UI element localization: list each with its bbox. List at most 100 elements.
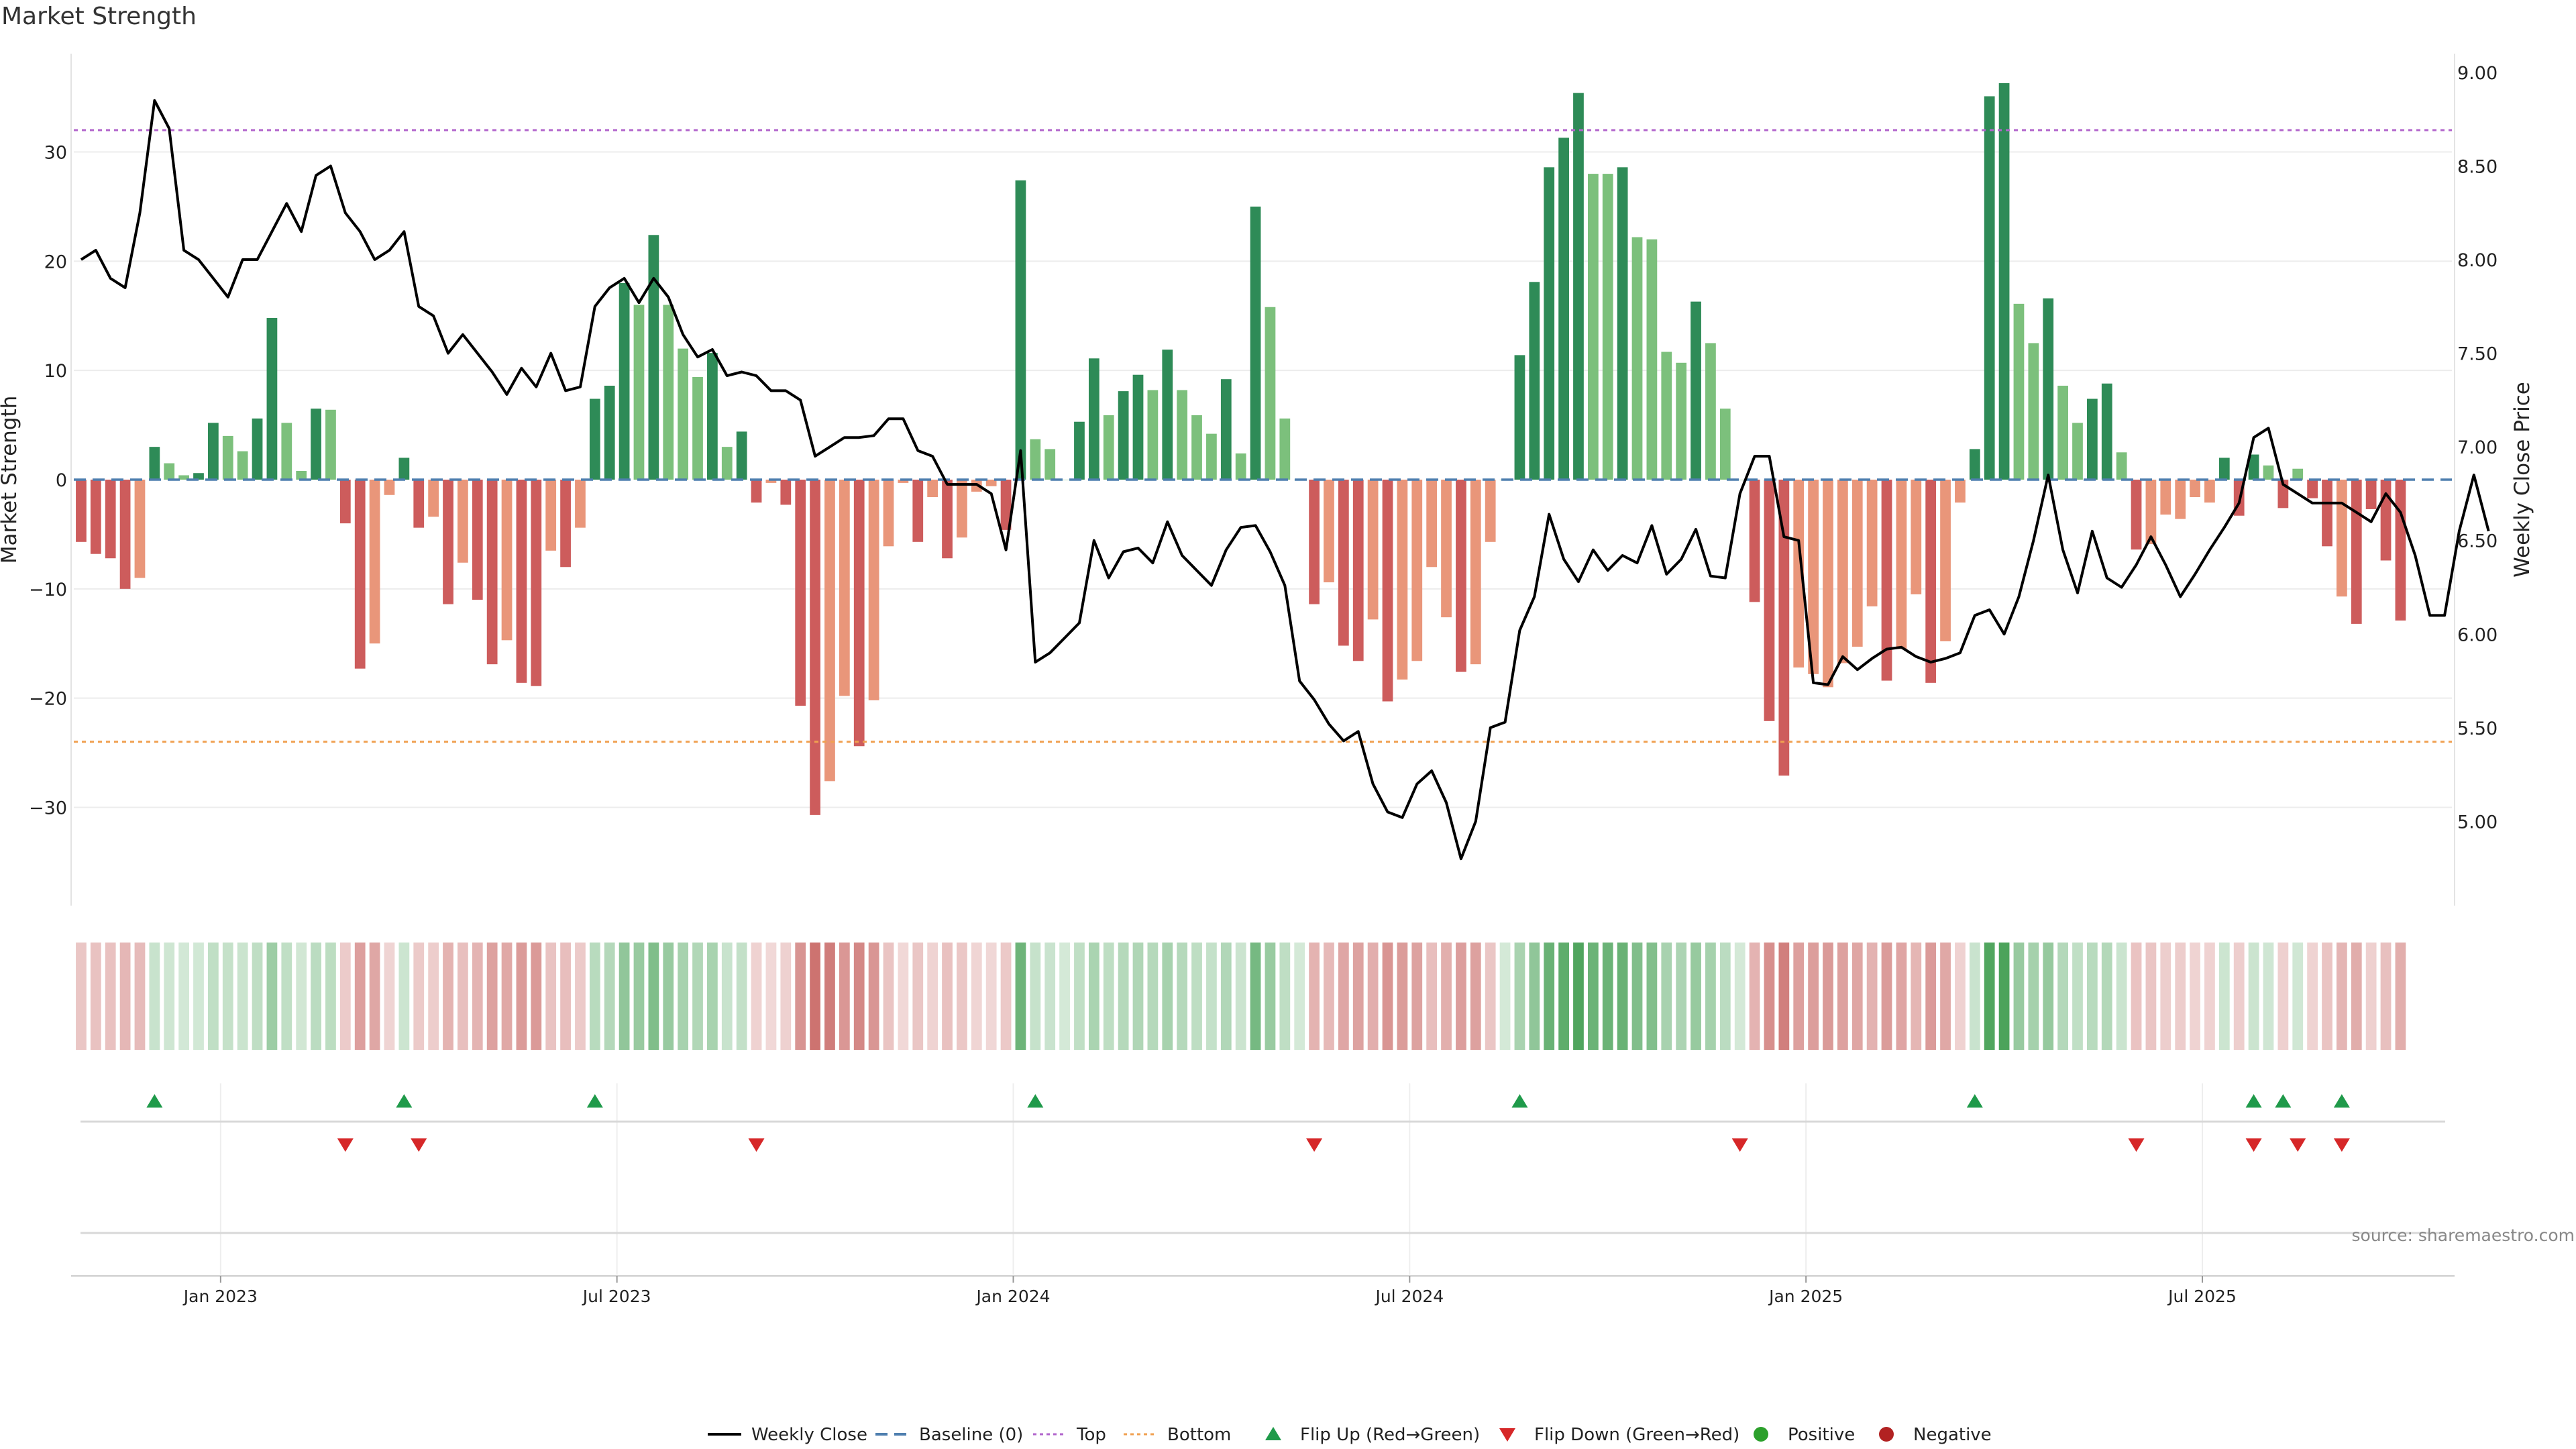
heat-cell [736, 943, 747, 1050]
legend: Weekly Close Baseline (0) Top Bottom Flip Up… [708, 1425, 1992, 1445]
heat-cell [2218, 943, 2230, 1050]
strength-bar [1984, 96, 1995, 480]
flip-down-marker [411, 1138, 427, 1152]
strength-bar [1514, 355, 1525, 480]
heat-cell [1719, 943, 1731, 1050]
grid-layer [74, 151, 2452, 1275]
axes-layer [70, 54, 2455, 1283]
y2-tick-label: 8.50 [2457, 156, 2498, 177]
strength-bar [1309, 480, 1320, 604]
heat-cell [1837, 943, 1848, 1050]
strength-bar [692, 376, 703, 480]
heat-cell [2337, 943, 2347, 1050]
y2-tick-label: 7.00 [2457, 437, 2498, 458]
strength-bar [164, 463, 175, 480]
heat-cell [2322, 943, 2332, 1050]
strength-bar [2145, 480, 2157, 545]
strength-bar [2248, 454, 2259, 480]
heat-cell [1088, 943, 1099, 1050]
strength-bar [1617, 167, 1628, 480]
strength-bar [1044, 449, 1056, 480]
heat-cell [1191, 943, 1202, 1050]
strength-bars [76, 83, 2406, 815]
heat-cell [1940, 943, 1951, 1050]
heat-cell [2307, 943, 2318, 1050]
heat-cell [2160, 943, 2171, 1050]
heat-cell [604, 943, 615, 1050]
strength-bar [589, 398, 600, 480]
heat-cell [2248, 943, 2259, 1050]
strength-bar [2337, 480, 2347, 597]
heat-cell [751, 943, 762, 1050]
heat-cell [1309, 943, 1320, 1050]
strength-bar [266, 318, 278, 480]
heat-cell [134, 943, 146, 1050]
strength-bar [604, 385, 615, 480]
heat-cell [2145, 943, 2157, 1050]
strength-bar [2204, 480, 2215, 503]
heat-cell [2086, 943, 2098, 1050]
heat-cell [1338, 943, 1349, 1050]
heat-cell [868, 943, 879, 1050]
heat-cell [1851, 943, 1863, 1050]
strength-bar [663, 305, 674, 480]
x-tick-label: Jan 2023 [182, 1287, 258, 1306]
flip-down-marker [2128, 1138, 2145, 1152]
heat-cell [369, 943, 380, 1050]
strength-bar [839, 480, 850, 696]
strength-bar [2086, 398, 2098, 480]
heat-cell [1661, 943, 1672, 1050]
heat-cell [1235, 943, 1246, 1050]
heat-cell [1778, 943, 1790, 1050]
heat-cell [1896, 943, 1907, 1050]
heat-cell [76, 943, 87, 1050]
heat-cell [942, 943, 953, 1050]
strength-bar [1573, 93, 1584, 480]
heat-cell [2351, 943, 2362, 1050]
flip-up-marker [1966, 1094, 1983, 1108]
heat-cell [2101, 943, 2112, 1050]
strength-bar [648, 235, 659, 480]
y2-tick-label: 5.00 [2457, 812, 2498, 833]
legend-label: Negative [1913, 1425, 1992, 1445]
strength-bar [2160, 480, 2171, 515]
heat-cell [1866, 943, 1878, 1050]
strength-bar [1162, 350, 1173, 480]
heat-cell [1823, 943, 1833, 1050]
labels-layer: −30 −20 −10 0 10 20 30 5.00 5.50 6.00 6.50 7.00 7.50… [0, 63, 2575, 1306]
strength-bar [957, 480, 967, 538]
heat-cell [2395, 943, 2406, 1050]
strength-bar [76, 480, 87, 542]
heat-cell [472, 943, 483, 1050]
heat-cell [575, 943, 586, 1050]
flip-up-marker [2333, 1094, 2350, 1108]
strength-bar [912, 480, 924, 542]
x-tick-label: Jul 2025 [2167, 1287, 2237, 1306]
flip-down-marker [1306, 1138, 1323, 1152]
strength-bar [2322, 480, 2332, 547]
heat-cell [1734, 943, 1746, 1050]
strength-bar [1719, 409, 1731, 480]
heat-cell [1118, 943, 1129, 1050]
legend-item: Flip Down (Green→Red) [1499, 1425, 1739, 1445]
heat-cell [985, 943, 997, 1050]
y-tick-label: 10 [44, 361, 67, 382]
strength-bar [134, 480, 146, 578]
heat-cell [1793, 943, 1805, 1050]
heat-cell [721, 943, 733, 1050]
strength-bar [119, 480, 131, 589]
strength-bar [1911, 480, 1922, 594]
heat-cell [678, 943, 689, 1050]
heat-cell [90, 943, 101, 1050]
y-axis-label: Market Strength [0, 396, 21, 564]
strength-bar [486, 480, 498, 665]
strength-bar [443, 480, 453, 604]
strength-bar [1352, 480, 1364, 661]
y2-tick-label: 6.00 [2457, 625, 2498, 645]
strength-bar [398, 458, 410, 480]
strength-bar [575, 480, 586, 528]
heat-cell [325, 943, 336, 1050]
strength-bar [516, 480, 527, 683]
legend-item: Positive [1754, 1425, 1855, 1445]
